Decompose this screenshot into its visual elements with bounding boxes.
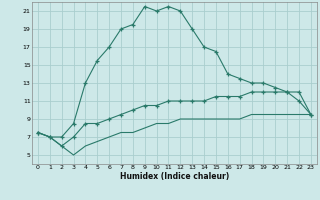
X-axis label: Humidex (Indice chaleur): Humidex (Indice chaleur)	[120, 172, 229, 181]
